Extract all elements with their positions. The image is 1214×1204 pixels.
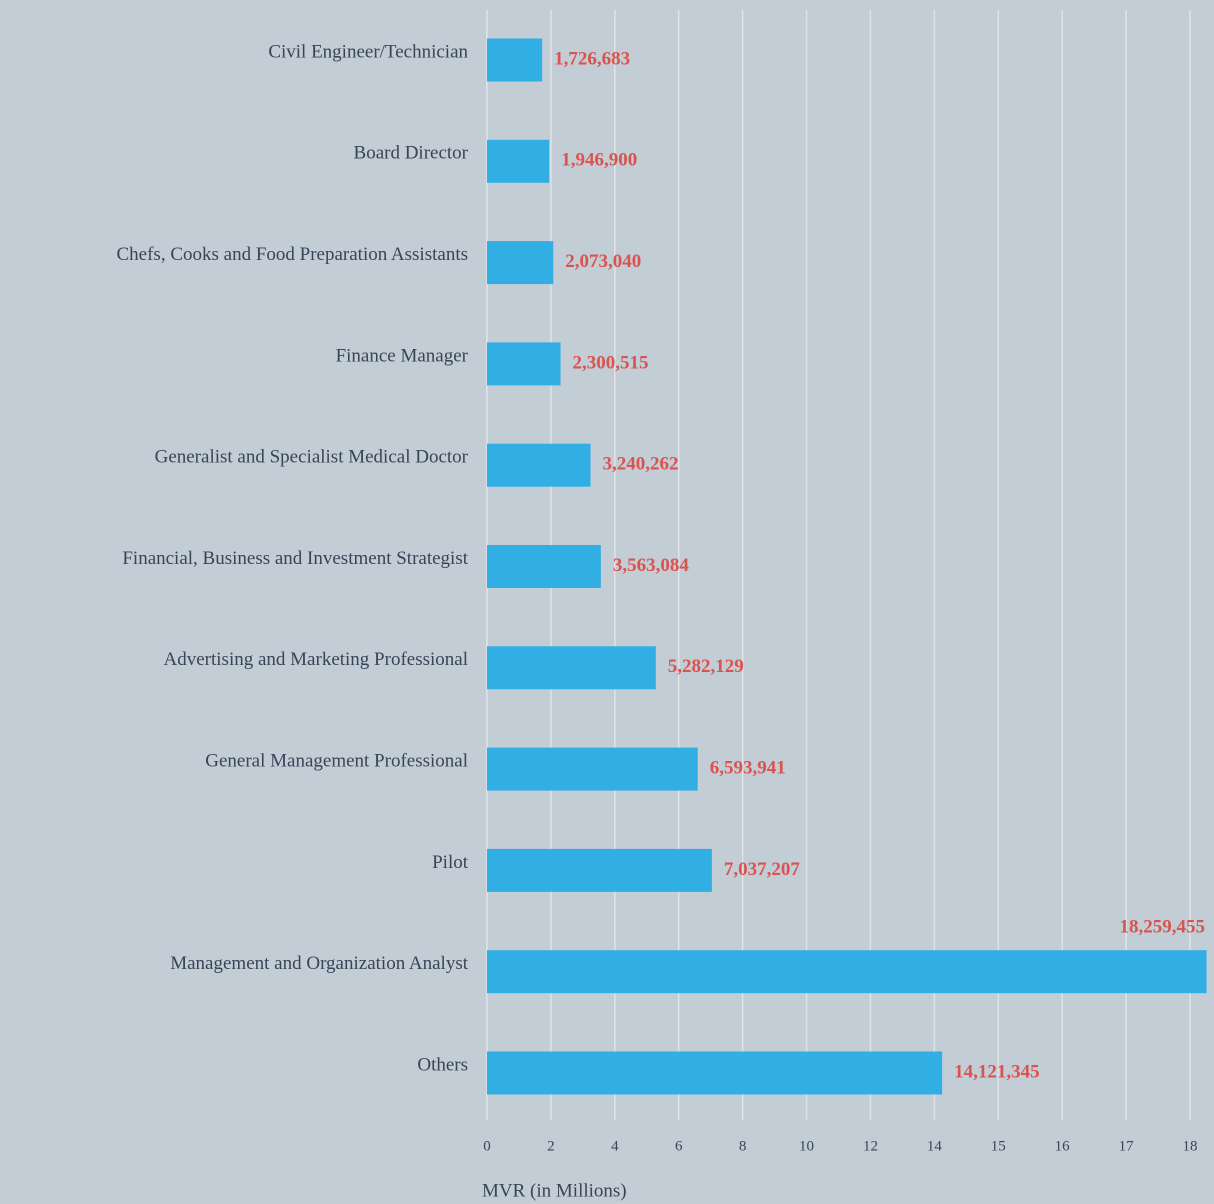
- category-label: Chefs, Cooks and Food Preparation Assist…: [117, 244, 469, 265]
- x-tick-label: 17: [1119, 1138, 1135, 1154]
- x-tick-label: 0: [483, 1138, 491, 1154]
- x-tick-label: 6: [675, 1138, 683, 1154]
- x-tick-label: 18: [1183, 1138, 1198, 1154]
- category-label: Civil Engineer/Technician: [268, 41, 468, 62]
- category-label: Advertising and Marketing Professional: [164, 649, 468, 670]
- category-label: Others: [417, 1054, 468, 1075]
- value-label: 1,726,683: [554, 48, 630, 69]
- value-label: 2,073,040: [565, 251, 641, 272]
- bar: [487, 443, 591, 487]
- bar: [487, 646, 656, 690]
- x-tick-label: 12: [863, 1138, 878, 1154]
- bar: [487, 241, 554, 285]
- value-label: 2,300,515: [573, 352, 649, 373]
- category-label: Finance Manager: [336, 345, 469, 366]
- value-label: 3,563,084: [613, 555, 690, 576]
- bar: [487, 139, 550, 183]
- x-tick-label: 10: [799, 1138, 814, 1154]
- bar: [487, 747, 698, 791]
- value-label: 6,593,941: [710, 757, 786, 778]
- value-label: 1,946,900: [561, 150, 637, 171]
- category-label: General Management Professional: [205, 750, 468, 771]
- bar: [487, 950, 1207, 994]
- category-label: Generalist and Specialist Medical Doctor: [155, 447, 469, 468]
- category-label: Management and Organization Analyst: [170, 953, 468, 974]
- value-label: 3,240,262: [603, 454, 679, 475]
- category-label: Financial, Business and Investment Strat…: [122, 548, 468, 569]
- x-tick-label: 16: [1055, 1138, 1071, 1154]
- value-label: 14,121,345: [954, 1061, 1039, 1082]
- value-label: 7,037,207: [724, 859, 801, 880]
- value-label: 18,259,455: [1120, 917, 1206, 938]
- value-label: 5,282,129: [668, 656, 744, 677]
- bar: [487, 342, 561, 386]
- bar: [487, 1051, 943, 1095]
- bar: [487, 545, 601, 588]
- bar: [487, 38, 543, 82]
- x-tick-label: 15: [991, 1138, 1006, 1154]
- x-tick-label: 4: [611, 1138, 619, 1154]
- category-label: Board Director: [354, 143, 469, 164]
- x-tick-label: 14: [927, 1138, 943, 1154]
- x-tick-label: 2: [547, 1138, 555, 1154]
- x-tick-label: 8: [739, 1138, 747, 1154]
- category-label: Pilot: [432, 852, 469, 873]
- x-axis-title: MVR (in Millions): [482, 1180, 627, 1201]
- bar: [487, 848, 712, 892]
